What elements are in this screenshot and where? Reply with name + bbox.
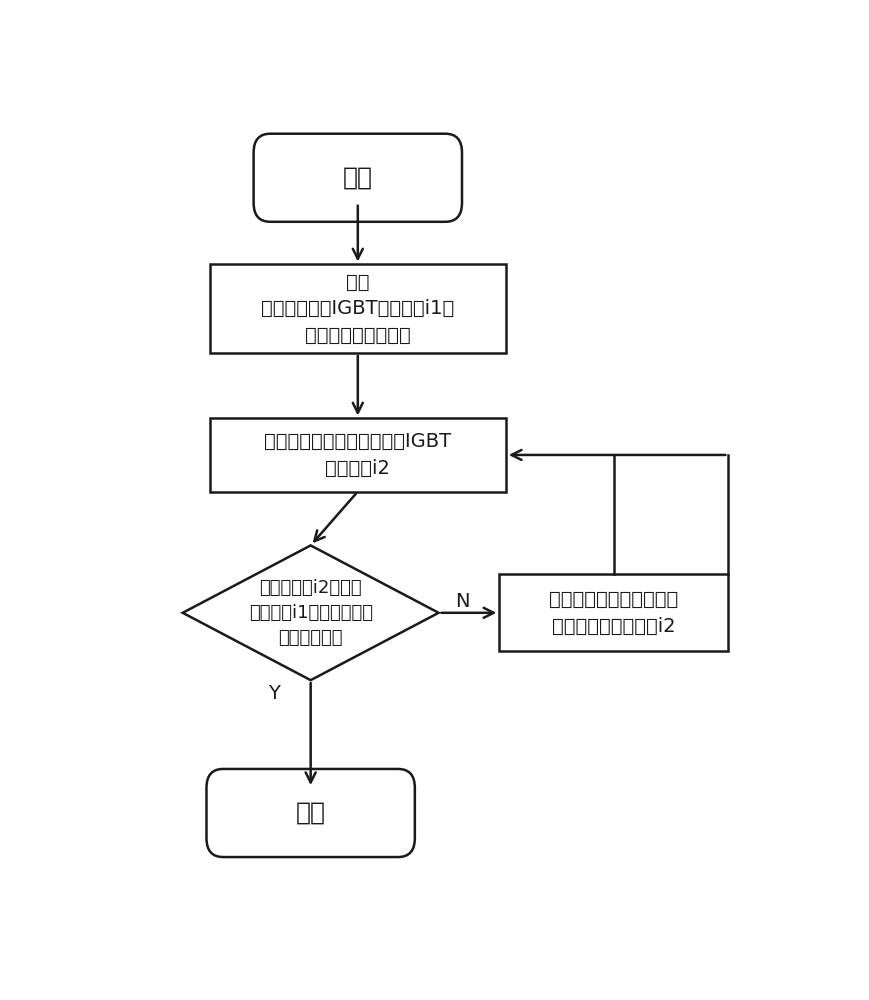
Text: 结束: 结束 bbox=[295, 801, 326, 825]
Bar bbox=[499, 574, 728, 651]
FancyBboxPatch shape bbox=[254, 134, 462, 222]
Text: 开始: 开始 bbox=[342, 166, 373, 190]
Bar bbox=[209, 264, 506, 353]
Polygon shape bbox=[182, 545, 439, 680]
Text: 通过电流传感器采集实际的IGBT
驱动电流i2: 通过电流传感器采集实际的IGBT 驱动电流i2 bbox=[264, 432, 451, 478]
Bar bbox=[209, 418, 506, 492]
Text: 将采集到的i2传给控
制板，同i1比较，误差在
可接受范围内: 将采集到的i2传给控 制板，同i1比较，误差在 可接受范围内 bbox=[249, 579, 373, 647]
Text: Y: Y bbox=[268, 684, 280, 703]
Text: 控制板调节数字电位计的
阻值来调节驱动电流i2: 控制板调节数字电位计的 阻值来调节驱动电流i2 bbox=[549, 590, 679, 636]
FancyBboxPatch shape bbox=[207, 769, 415, 857]
Text: 通过
理论计算得到IGBT驱动电流i1并
将其输入至控制板内: 通过 理论计算得到IGBT驱动电流i1并 将其输入至控制板内 bbox=[262, 273, 454, 345]
Text: N: N bbox=[455, 592, 469, 611]
